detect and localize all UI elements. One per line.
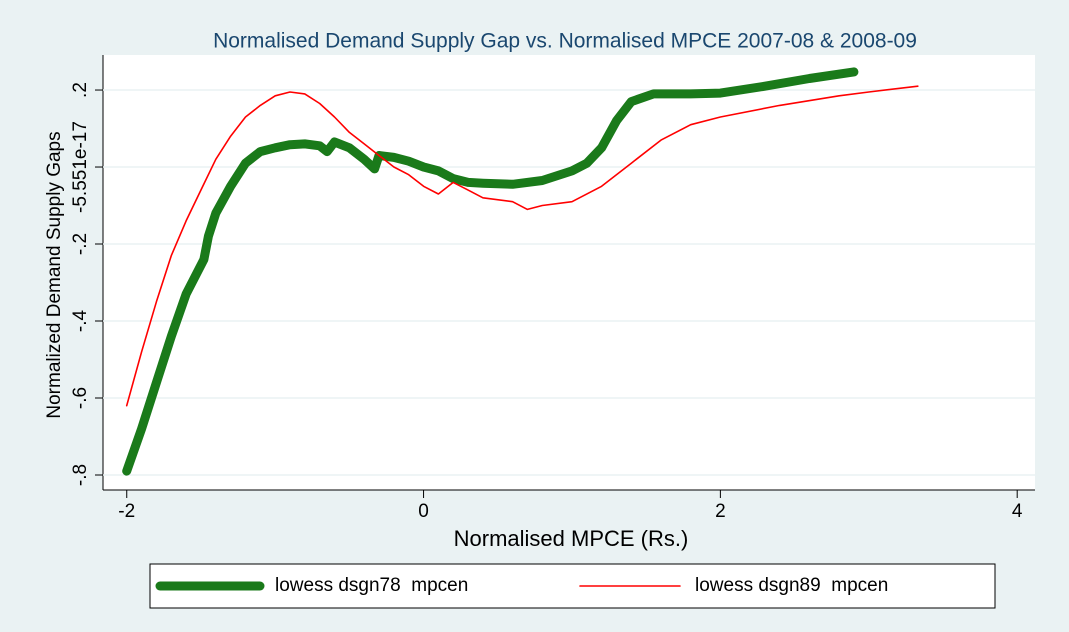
legend — [149, 563, 996, 609]
plot-area — [103, 55, 1035, 490]
y-tick-label: .2 — [70, 82, 91, 98]
y-tick-label: -.6 — [70, 387, 91, 409]
y-tick-label: -5.551e-17 — [70, 121, 91, 213]
y-tick-label: -.2 — [70, 233, 91, 255]
x-tick-label: 4 — [1012, 501, 1023, 522]
y-tick-label: -.8 — [70, 464, 91, 486]
legend-label: lowess dsgn89 mpcen — [695, 575, 888, 596]
y-tick-label: -.4 — [70, 309, 91, 332]
series-line — [125, 85, 919, 407]
y-axis-title: Normalized Demand Supply Gaps — [44, 131, 65, 418]
x-tick-label: 0 — [418, 501, 429, 522]
x-axis-title: Normalised MPCE (Rs.) — [454, 526, 689, 551]
x-tick-label: -2 — [118, 501, 135, 522]
chart-title: Normalised Demand Supply Gap vs. Normali… — [213, 30, 917, 53]
x-tick-label: 2 — [715, 501, 726, 522]
legend-label: lowess dsgn78 mpcen — [275, 575, 468, 596]
